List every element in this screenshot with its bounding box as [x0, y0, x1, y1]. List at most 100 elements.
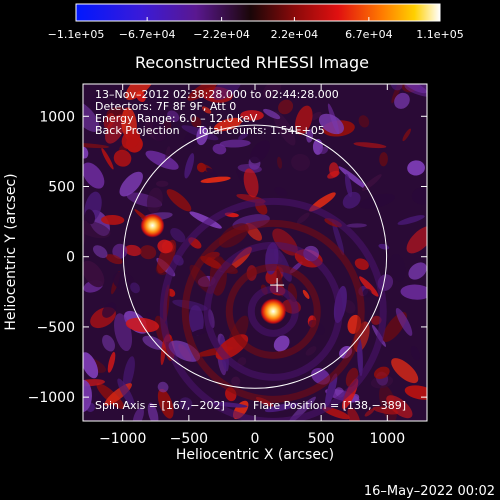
image-lobe [93, 245, 108, 258]
image-lobe [83, 260, 105, 288]
image-lobe [94, 395, 107, 406]
image-lobe [295, 105, 313, 135]
image-lobe [90, 94, 108, 118]
image-ring [247, 285, 299, 337]
image-lobe [157, 239, 173, 254]
image-lobe [262, 84, 282, 99]
image-lobe [132, 407, 144, 421]
image-lobe [358, 115, 370, 128]
image-lobe [121, 129, 141, 150]
image-lobe [212, 402, 248, 408]
image-lobe [400, 284, 427, 300]
image-lobe [277, 156, 283, 169]
image-lobe [278, 99, 294, 115]
annotation-time-range: 13–Nov–2012 02:38:28.000 to 02:44:28.000 [95, 88, 339, 101]
image-ring [203, 241, 343, 381]
image-lobe [212, 84, 242, 100]
chart-title: Reconstructed RHESSI Image [135, 53, 369, 72]
image-lobe [344, 173, 353, 198]
image-lobe [324, 373, 338, 407]
y-tick-label: −500 [37, 320, 75, 336]
image-lobe [123, 356, 135, 390]
x-axis-ticks: −1000 −500 0 500 1000 [99, 84, 405, 447]
y-axis-ticks: 1000 500 0 −500 −1000 [28, 109, 427, 406]
flare-source [140, 213, 165, 238]
image-lobe [411, 187, 427, 205]
colorbar-tick-label: −2.2e+04 [193, 28, 250, 41]
image-lobe [404, 385, 427, 400]
image-lobe [188, 305, 204, 336]
image-field [83, 84, 427, 421]
image-lobe [237, 357, 247, 366]
image-lobe [310, 111, 322, 121]
image-lobe [196, 125, 208, 146]
image-lobe [395, 307, 413, 336]
image-lobe [117, 378, 135, 407]
colorbar: −1.1e+05 −6.7e+04 −2.2e+04 2.2e+04 6.7e+04 1.… [48, 3, 464, 41]
image-lobe [85, 209, 96, 225]
image-lobe [189, 211, 222, 229]
image-lobe [379, 152, 388, 167]
image-lobe [206, 167, 218, 177]
image-lobe [172, 299, 208, 311]
image-lobe [359, 276, 379, 297]
annotation-spin-axis: Spin Axis = [167,−202] [95, 399, 225, 412]
colorbar-gradient [75, 3, 441, 22]
image-lobe [124, 244, 142, 257]
annotation-detectors: Detectors: 7F 8F 9F, Att 0 [95, 100, 236, 113]
image-lobe [212, 143, 227, 155]
image-lobe [347, 407, 361, 421]
image-lobe [370, 375, 394, 389]
image-lobe [105, 254, 123, 265]
image-lobe [372, 406, 399, 415]
image-lobe [359, 193, 395, 209]
image-lobe [243, 168, 259, 198]
image-lobe [318, 113, 344, 135]
colorbar-tick-label: 1.1e+05 [416, 28, 463, 41]
image-lobe [101, 215, 125, 225]
spin-axis-marker [270, 278, 285, 293]
image-lobe [184, 153, 195, 179]
image-lobe [119, 171, 143, 197]
image-lobe [191, 116, 202, 128]
x-tick-label: 1000 [369, 431, 405, 447]
image-lobe [107, 351, 116, 373]
flare-source [260, 298, 287, 325]
colorbar-ticks: −1.1e+05 −6.7e+04 −2.2e+04 2.2e+04 6.7e+04 1.… [48, 17, 464, 41]
annotation-flare-position: Flare Position = [138,−389] [253, 399, 406, 412]
image-lobe [125, 84, 156, 101]
flare-sources [140, 213, 287, 325]
image-lobe [371, 315, 382, 325]
image-lobe [166, 189, 192, 212]
x-axis-label: Heliocentric X (arcsec) [176, 447, 334, 463]
image-lobe [410, 345, 420, 361]
image-lobe [407, 160, 425, 176]
image-lobe [213, 117, 243, 132]
image-lobe [357, 337, 363, 377]
image-lobe [139, 245, 157, 260]
image-lobe [167, 110, 180, 122]
image-lobe [408, 262, 427, 280]
image-plot: −1000 −500 0 500 1000 1000 500 0 −500 −1000 [28, 83, 428, 447]
image-lobe [296, 212, 310, 224]
image-lobe [113, 149, 132, 167]
solar-limb [122, 124, 388, 389]
image-lobe [146, 187, 163, 214]
image-lobe [147, 402, 159, 421]
y-tick-label: −1000 [28, 390, 75, 406]
image-lobe [83, 143, 110, 149]
image-lobe [105, 114, 126, 144]
image-lobe [406, 225, 427, 254]
image-lobe [157, 381, 169, 393]
image-lobe [187, 84, 219, 101]
x-tick-label: 500 [308, 431, 335, 447]
image-lobe [145, 150, 179, 170]
image-lobe [152, 110, 171, 142]
y-tick-label: 0 [66, 250, 75, 266]
annotation-energy-range: Energy Range: 6.0 – 12.0 keV [95, 112, 258, 125]
image-lobe [200, 176, 231, 183]
image-lobe [238, 132, 249, 141]
colorbar-tick-label: 6.7e+04 [345, 28, 392, 41]
image-lobe [404, 84, 427, 98]
